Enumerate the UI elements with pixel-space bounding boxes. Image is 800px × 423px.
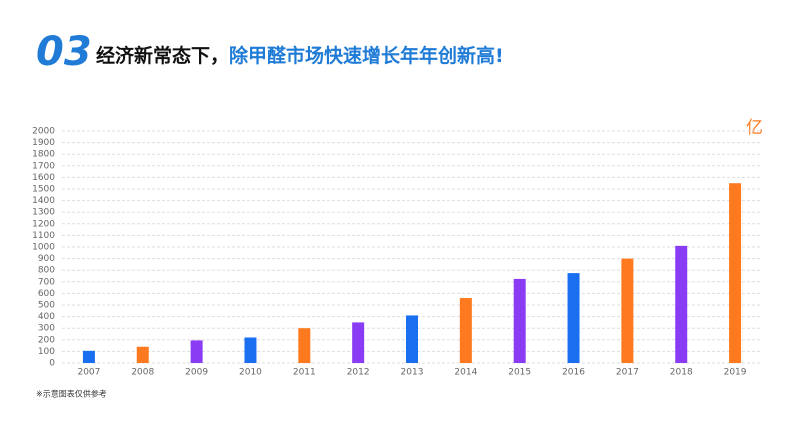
y-tick-label: 1100	[32, 231, 55, 241]
x-tick-label: 2019	[724, 368, 747, 378]
x-tick-label: 2016	[562, 368, 585, 378]
bar	[729, 183, 742, 363]
y-tick-label: 300	[38, 324, 55, 334]
x-tick-label: 2011	[293, 368, 316, 378]
bar	[567, 273, 580, 363]
y-tick-label: 1800	[32, 150, 55, 160]
bar	[136, 346, 149, 363]
bar	[82, 350, 95, 363]
x-tick-label: 2009	[185, 368, 208, 378]
x-tick-label: 2007	[77, 368, 100, 378]
x-tick-label: 2008	[131, 368, 154, 378]
bar	[352, 322, 365, 363]
title-number: 03	[36, 29, 92, 75]
x-tick-label: 2017	[616, 368, 639, 378]
y-tick-label: 700	[38, 277, 55, 287]
bar	[621, 258, 634, 363]
x-tick-label: 2015	[508, 368, 531, 378]
x-tick-label: 2010	[239, 368, 262, 378]
x-tick-label: 2013	[401, 368, 424, 378]
bar	[406, 315, 418, 363]
y-tick-label: 1200	[32, 219, 55, 229]
y-tick-label: 1700	[32, 161, 55, 171]
y-tick-label: 500	[38, 301, 55, 311]
bar	[298, 328, 311, 363]
y-tick-label: 600	[38, 289, 55, 299]
y-tick-label: 100	[38, 347, 55, 357]
bar	[675, 245, 688, 363]
title-highlight: 除甲醛市场快速增长年年创新高!	[229, 44, 504, 67]
x-tick-label: 2014	[454, 368, 477, 378]
y-tick-label: 1400	[32, 196, 55, 206]
y-tick-label: 200	[38, 335, 55, 345]
bar	[244, 337, 257, 363]
y-unit: 亿	[746, 118, 763, 138]
y-tick-label: 1900	[32, 138, 55, 148]
bar	[459, 298, 472, 363]
y-tick-label: 1300	[32, 208, 55, 218]
y-tick-label: 2000	[32, 127, 55, 137]
y-tick-label: 1500	[32, 185, 55, 195]
y-tick-label: 800	[38, 266, 55, 276]
y-tick-label: 1600	[32, 173, 55, 183]
bar	[513, 278, 526, 363]
note: ※示意图表仅供参考	[36, 389, 107, 399]
y-tick-label: 900	[38, 254, 55, 264]
x-tick-label: 2012	[347, 368, 370, 378]
x-tick-label: 2018	[670, 368, 693, 378]
y-tick-label: 0	[49, 359, 55, 369]
chart-title: 经济新常态下，除甲醛市场快速增长年年创新高!	[96, 44, 504, 67]
y-tick-label: 1000	[32, 243, 55, 253]
title-text: 经济新常态下，	[96, 44, 229, 67]
y-tick-label: 400	[38, 312, 55, 322]
bar	[190, 340, 203, 363]
